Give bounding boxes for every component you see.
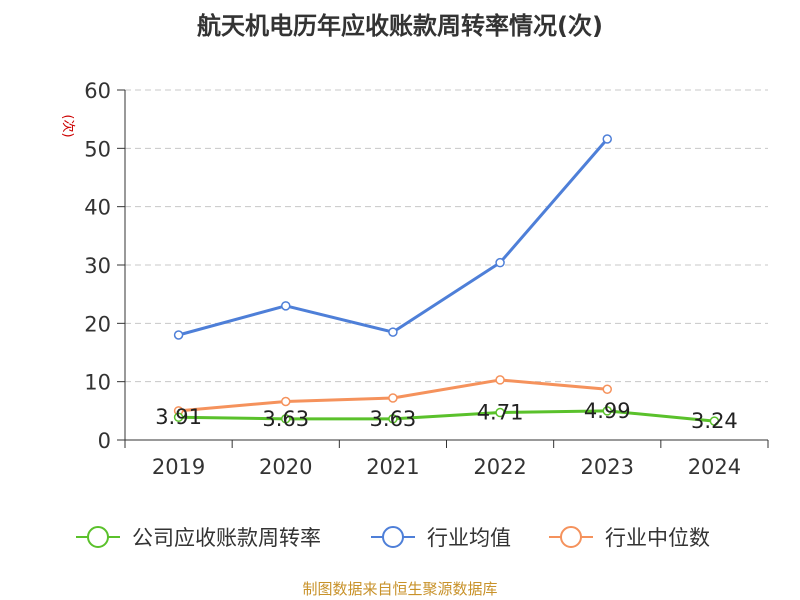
data-point (388, 393, 398, 403)
data-label: 3.24 (691, 409, 738, 433)
legend: 公司应收账款周转率 行业均值 行业中位数 (76, 526, 710, 550)
data-point (495, 257, 505, 268)
x-tick-label: 2023 (581, 455, 634, 479)
x-tick-label: 2024 (688, 455, 741, 479)
legend-item: 行业中位数 (549, 526, 710, 550)
legend-swatch-marker (382, 526, 404, 548)
data-point (281, 414, 291, 424)
data-labels: 3.91 3.63 3.63 4.71 4.99 3.24 (155, 399, 738, 433)
data-point (281, 396, 291, 407)
y-axis-label: (次) (60, 114, 76, 137)
x-tick-label: 2022 (473, 455, 526, 479)
data-point (602, 406, 612, 416)
grid-lines (125, 89, 768, 383)
x-tick-label: 2020 (259, 455, 312, 479)
data-point (281, 301, 291, 311)
data-label: 3.91 (155, 405, 202, 429)
series-lines (173, 134, 720, 426)
series-line (178, 138, 609, 337)
data-point (602, 384, 612, 394)
data-point (709, 416, 720, 426)
y-tick-label: 10 (84, 371, 111, 395)
source-note: 制图数据来自恒生聚源数据库 (302, 580, 498, 598)
legend-label: 行业均值 (427, 526, 511, 550)
y-tick-label: 20 (84, 312, 111, 336)
axes: 0 10 20 30 40 50 60 2019 2020 2021 2022 2023 2024 (次) (60, 79, 769, 479)
data-label: 3.63 (370, 407, 417, 431)
chart-title: 航天机电历年应收账款周转率情况(次) (197, 12, 603, 40)
data-label: 3.63 (262, 407, 309, 431)
data-point (495, 375, 505, 385)
y-tick-label: 0 (98, 429, 111, 453)
y-tick-label: 60 (84, 79, 111, 103)
data-point (388, 414, 398, 424)
legend-swatch-marker (87, 526, 109, 548)
y-tick-label: 40 (84, 196, 111, 220)
y-tick-label: 30 (84, 254, 111, 278)
x-tick-label: 2021 (366, 455, 419, 479)
legend-swatch-marker (560, 526, 582, 548)
series-line (178, 409, 715, 423)
x-tick-label: 2019 (152, 455, 205, 479)
data-label: 4.71 (477, 401, 524, 425)
legend-item: 公司应收账款周转率 (76, 526, 321, 550)
data-point (388, 327, 398, 337)
data-label: 4.99 (584, 399, 631, 423)
data-point (173, 330, 184, 340)
legend-label: 公司应收账款周转率 (132, 526, 321, 550)
data-point (602, 134, 612, 144)
data-point (495, 407, 505, 418)
y-tick-label: 50 (84, 137, 111, 161)
data-point (173, 412, 184, 422)
legend-item: 行业均值 (371, 526, 511, 550)
legend-label: 行业中位数 (605, 526, 710, 550)
